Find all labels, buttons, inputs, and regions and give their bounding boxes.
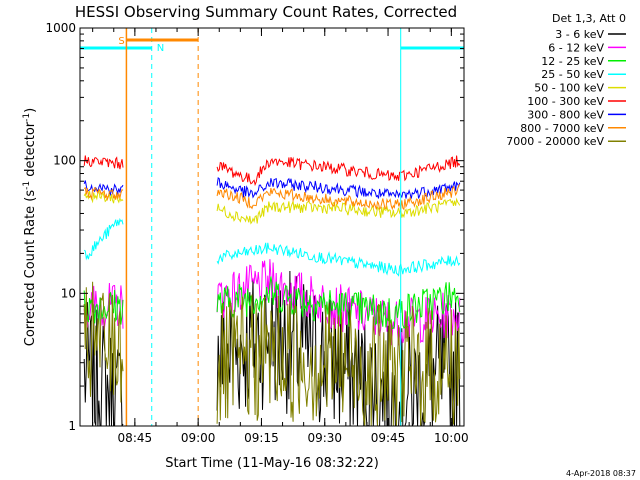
y-label-end: ) bbox=[23, 108, 38, 113]
series-line-8-seg-1 bbox=[216, 294, 461, 427]
series-line-5-seg-1 bbox=[216, 155, 461, 187]
legend-label-2: 12 - 25 keV bbox=[541, 55, 604, 68]
series-line-6-seg-1 bbox=[216, 176, 461, 199]
series-line-8-seg-0 bbox=[83, 281, 124, 403]
x-axis: 08:45 09:00 09:15 09:30 09:45 10:00 bbox=[92, 28, 469, 445]
series-line-7-seg-0 bbox=[83, 186, 124, 202]
y-label-mid: detector bbox=[23, 121, 38, 181]
series-line-1-seg-0 bbox=[83, 282, 124, 330]
y-tick-label-2: 100 bbox=[53, 154, 76, 168]
series-line-5-seg-0 bbox=[83, 155, 124, 170]
series-line-7-seg-1 bbox=[216, 183, 461, 211]
legend-label-8: 7000 - 20000 keV bbox=[506, 135, 604, 148]
series-line-3-seg-1 bbox=[216, 242, 461, 277]
y-tick-label-1: 10 bbox=[61, 286, 76, 300]
series-line-4-seg-1 bbox=[216, 197, 461, 225]
legend-label-1: 6 - 12 keV bbox=[548, 41, 604, 54]
legend-label-4: 50 - 100 keV bbox=[534, 82, 604, 95]
night-flag-label: N bbox=[157, 43, 164, 54]
plot-frame bbox=[79, 27, 465, 427]
y-axis-label: Corrected Count Rate (s-1 detector-1) bbox=[22, 108, 38, 346]
saa-flag-label: S bbox=[118, 36, 124, 47]
x-tick-label-5: 10:00 bbox=[434, 431, 469, 445]
y-label-sup1: -1 bbox=[22, 181, 32, 190]
y-label-main: Corrected Count Rate (s bbox=[23, 190, 38, 347]
y-label-sup2: -1 bbox=[22, 113, 32, 122]
x-tick-label-2: 09:15 bbox=[244, 431, 279, 445]
legend-label-7: 800 - 7000 keV bbox=[520, 122, 604, 135]
x-axis-label: Start Time (11-May-16 08:32:22) bbox=[165, 456, 379, 471]
legend-label-5: 100 - 300 keV bbox=[527, 95, 604, 108]
x-tick-label-3: 09:30 bbox=[307, 431, 342, 445]
x-tick-label-1: 09:00 bbox=[181, 431, 216, 445]
y-tick-label-3: 1000 bbox=[45, 21, 76, 35]
legend-label-3: 25 - 50 keV bbox=[541, 68, 604, 81]
legend-title: Det 1,3, Att 0 bbox=[552, 12, 626, 25]
data-layer: SN bbox=[79, 28, 465, 427]
series-line-3-seg-0 bbox=[83, 217, 124, 261]
chart-title: HESSI Observing Summary Count Rates, Cor… bbox=[75, 3, 457, 21]
series-line-0-seg-0 bbox=[83, 302, 124, 427]
y-tick-label-0: 1 bbox=[68, 419, 76, 433]
y-axis: 1 10 100 1000 bbox=[45, 21, 464, 433]
legend-label-6: 300 - 800 keV bbox=[527, 108, 604, 121]
x-tick-label-0: 08:45 bbox=[118, 431, 153, 445]
series-line-6-seg-0 bbox=[83, 180, 124, 197]
footer-date: 4-Apr-2018 08:37 bbox=[566, 469, 636, 478]
x-tick-label-4: 09:45 bbox=[371, 431, 406, 445]
legend-label-0: 3 - 6 keV bbox=[555, 28, 604, 41]
